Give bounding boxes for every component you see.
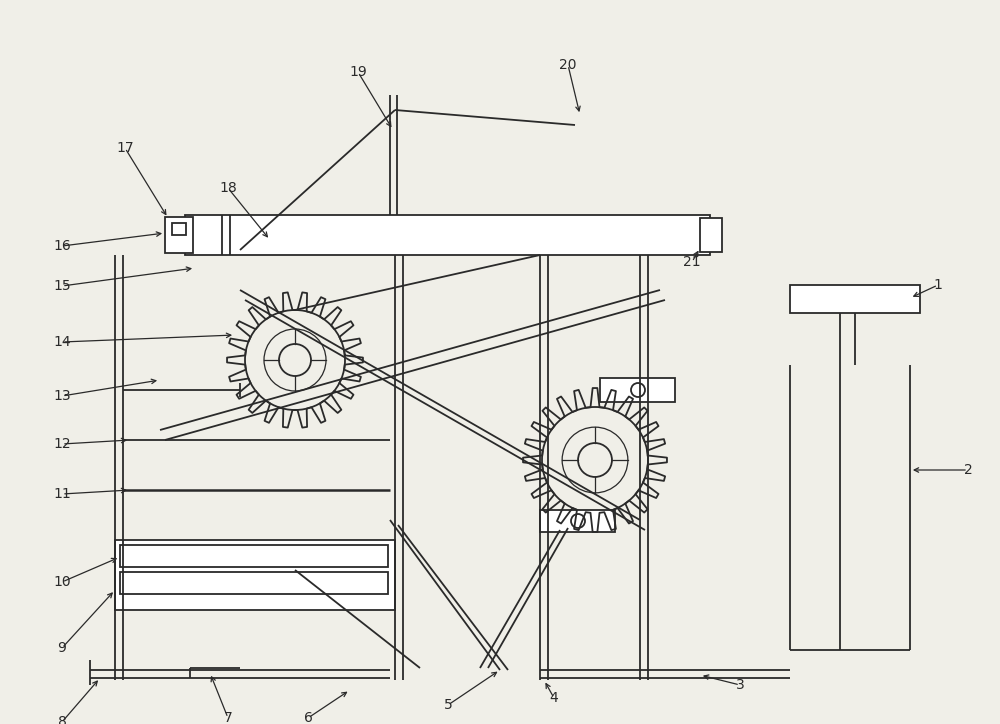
Text: 7: 7 bbox=[224, 711, 232, 724]
Bar bbox=[700, 218, 722, 252]
Text: 8: 8 bbox=[58, 715, 66, 724]
Text: 3: 3 bbox=[736, 678, 744, 692]
Text: 2: 2 bbox=[964, 463, 972, 477]
Text: 11: 11 bbox=[53, 487, 71, 501]
Bar bbox=[120, 572, 388, 594]
Text: 10: 10 bbox=[53, 575, 71, 589]
Text: 13: 13 bbox=[53, 389, 71, 403]
Text: 1: 1 bbox=[934, 278, 942, 292]
Text: 20: 20 bbox=[559, 58, 577, 72]
Bar bbox=[790, 285, 920, 313]
Text: 14: 14 bbox=[53, 335, 71, 349]
Text: 16: 16 bbox=[53, 239, 71, 253]
Text: 21: 21 bbox=[683, 255, 701, 269]
Bar bbox=[115, 540, 395, 610]
Text: 5: 5 bbox=[444, 698, 452, 712]
Bar bbox=[165, 217, 193, 253]
Bar bbox=[185, 215, 710, 255]
Text: 6: 6 bbox=[304, 711, 312, 724]
Text: 4: 4 bbox=[550, 691, 558, 705]
Bar bbox=[540, 510, 615, 532]
Text: 9: 9 bbox=[58, 641, 66, 655]
Text: 17: 17 bbox=[116, 141, 134, 155]
Bar bbox=[120, 545, 388, 567]
Text: 12: 12 bbox=[53, 437, 71, 451]
Bar bbox=[600, 378, 675, 402]
Text: 18: 18 bbox=[219, 181, 237, 195]
Text: 15: 15 bbox=[53, 279, 71, 293]
Bar bbox=[172, 223, 186, 235]
Text: 19: 19 bbox=[349, 65, 367, 79]
